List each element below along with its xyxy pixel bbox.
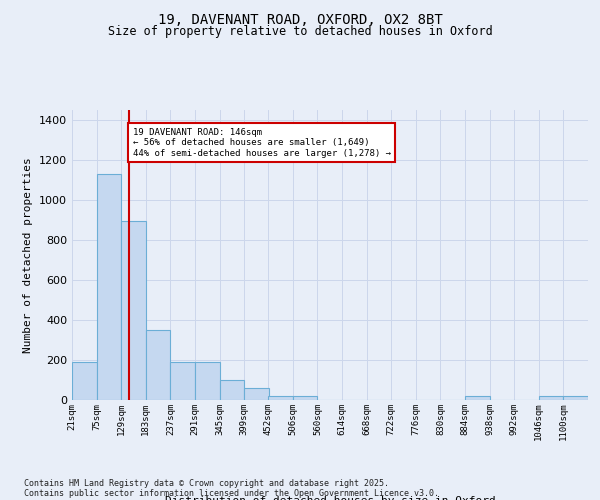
Text: 19, DAVENANT ROAD, OXFORD, OX2 8BT: 19, DAVENANT ROAD, OXFORD, OX2 8BT: [158, 12, 442, 26]
Bar: [268, 396, 293, 400]
Text: Contains HM Land Registry data © Crown copyright and database right 2025.: Contains HM Land Registry data © Crown c…: [24, 478, 389, 488]
Bar: [539, 396, 563, 400]
Bar: [97, 174, 121, 400]
Bar: [465, 396, 490, 400]
X-axis label: Distribution of detached houses by size in Oxford: Distribution of detached houses by size …: [164, 496, 496, 500]
Bar: [293, 396, 317, 400]
Bar: [195, 362, 220, 400]
Bar: [121, 221, 146, 400]
Bar: [220, 380, 244, 400]
Text: Contains public sector information licensed under the Open Government Licence v3: Contains public sector information licen…: [24, 488, 439, 498]
Bar: [72, 362, 97, 400]
Text: Size of property relative to detached houses in Oxford: Size of property relative to detached ho…: [107, 25, 493, 38]
Bar: [170, 362, 195, 400]
Bar: [244, 388, 269, 400]
Bar: [146, 330, 170, 400]
Y-axis label: Number of detached properties: Number of detached properties: [23, 157, 34, 353]
Text: 19 DAVENANT ROAD: 146sqm
← 56% of detached houses are smaller (1,649)
44% of sem: 19 DAVENANT ROAD: 146sqm ← 56% of detach…: [133, 128, 391, 158]
Bar: [563, 396, 588, 400]
